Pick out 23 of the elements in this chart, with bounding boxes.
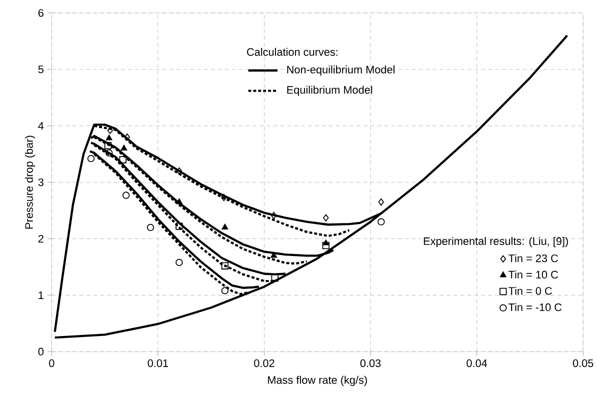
legend-label: Non-equilibrium Model <box>287 65 394 76</box>
y-tick-label: 5 <box>38 65 44 74</box>
x-tick-label: 0.04 <box>466 359 488 367</box>
x-tick-label: 0.02 <box>254 359 274 367</box>
x-tick-label: 0.05 <box>572 359 594 367</box>
y-tick-label: 3 <box>38 178 44 186</box>
y-tick-label: 4 <box>38 122 44 130</box>
y-axis-title: Pressure drop (bar) <box>24 136 36 228</box>
x-tick-label: 0.03 <box>360 359 381 367</box>
legend-label: Equilibrium Model <box>287 86 372 96</box>
legend-label: Tin = 10 C <box>508 270 558 278</box>
y-tick-label: 0 <box>38 348 44 356</box>
x-axis-title: Mass flow rate (kg/s) <box>268 376 367 386</box>
y-tick-label: 2 <box>38 234 44 242</box>
y-tick-label: 1 <box>38 291 44 299</box>
annotation: Calculation curves: <box>247 48 338 56</box>
x-tick-label: 0.01 <box>148 359 168 367</box>
legend-label: Tin = 0 C <box>508 286 552 295</box>
y-tick-label: 6 <box>38 8 44 17</box>
x-tick-label: 0 <box>49 359 54 367</box>
legend-label: Tin = 23 C <box>508 254 558 262</box>
legend-label: Tin = -10 C <box>508 303 562 311</box>
legend-title: Experimental results: (Liu, [9]) <box>424 236 568 248</box>
